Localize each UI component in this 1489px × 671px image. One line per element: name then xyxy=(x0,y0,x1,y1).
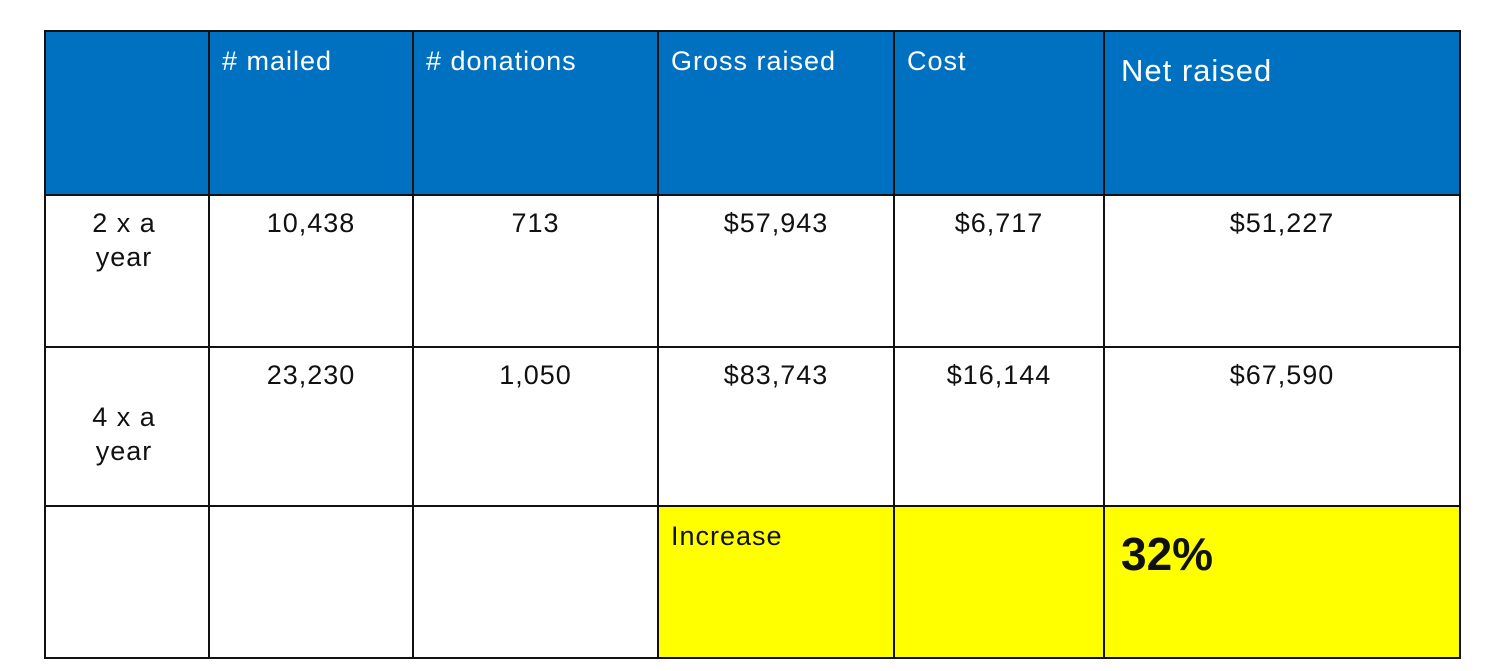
header-label-donations: # donations xyxy=(426,46,577,76)
highlight-empty-cell xyxy=(893,505,1105,659)
header-cell-gross-raised: Gross raised xyxy=(657,30,895,196)
row-label-cell: 4 x a year xyxy=(44,346,210,507)
header-cell-cost: Cost xyxy=(893,30,1105,196)
cost-value: $16,144 xyxy=(946,360,1052,390)
donations-value: 713 xyxy=(511,208,560,238)
gross-raised-value: $57,943 xyxy=(723,208,829,238)
header-label-mailed: # mailed xyxy=(222,46,333,76)
header-label-empty xyxy=(46,32,208,44)
mailed-value: 10,438 xyxy=(266,208,356,238)
gross-raised-cell: $57,943 xyxy=(657,194,895,348)
header-cell-net-raised: Net raised xyxy=(1103,30,1461,196)
empty-cell xyxy=(208,505,414,659)
table-row-2x-a-year: 2 x a year 10,438 713 $57,943 $6,717 $51… xyxy=(44,194,1461,348)
mailed-cell: 10,438 xyxy=(208,194,414,348)
table-row-4x-a-year: 4 x a year 23,230 1,050 $83,743 $16,144 … xyxy=(44,346,1461,507)
gross-raised-cell: $83,743 xyxy=(657,346,895,507)
header-label-gross-raised: Gross raised xyxy=(671,46,837,76)
cost-value: $6,717 xyxy=(954,208,1044,238)
donations-cell: 713 xyxy=(412,194,659,348)
net-raised-value: $51,227 xyxy=(1229,208,1335,238)
row-label: 2 x a year xyxy=(92,208,156,272)
cost-cell: $16,144 xyxy=(893,346,1105,507)
header-label-net-raised: Net raised xyxy=(1121,53,1273,88)
row-label-cell: 2 x a year xyxy=(44,194,210,348)
empty-cell xyxy=(44,505,210,659)
donation-comparison-table: # mailed # donations Gross raised Cost N… xyxy=(44,30,1461,659)
increase-label-cell: Increase xyxy=(657,505,895,659)
empty-cell xyxy=(412,505,659,659)
mailed-value: 23,230 xyxy=(266,360,356,390)
header-cell-donations: # donations xyxy=(412,30,659,196)
row-label: 4 x a year xyxy=(92,402,156,466)
table-header-row: # mailed # donations Gross raised Cost N… xyxy=(44,30,1461,196)
cost-cell: $6,717 xyxy=(893,194,1105,348)
donations-value: 1,050 xyxy=(499,360,572,390)
increase-value-cell: 32% xyxy=(1103,505,1461,659)
header-cell-empty xyxy=(44,30,210,196)
increase-label: Increase xyxy=(671,521,783,551)
increase-value: 32% xyxy=(1121,528,1214,580)
gross-raised-value: $83,743 xyxy=(723,360,829,390)
table-row-increase: Increase 32% xyxy=(44,505,1461,659)
donation-comparison-table-container: # mailed # donations Gross raised Cost N… xyxy=(44,30,1461,659)
donations-cell: 1,050 xyxy=(412,346,659,507)
net-raised-value: $67,590 xyxy=(1229,360,1335,390)
header-cell-mailed: # mailed xyxy=(208,30,414,196)
header-label-cost: Cost xyxy=(907,46,967,76)
mailed-cell: 23,230 xyxy=(208,346,414,507)
net-raised-cell: $51,227 xyxy=(1103,194,1461,348)
net-raised-cell: $67,590 xyxy=(1103,346,1461,507)
